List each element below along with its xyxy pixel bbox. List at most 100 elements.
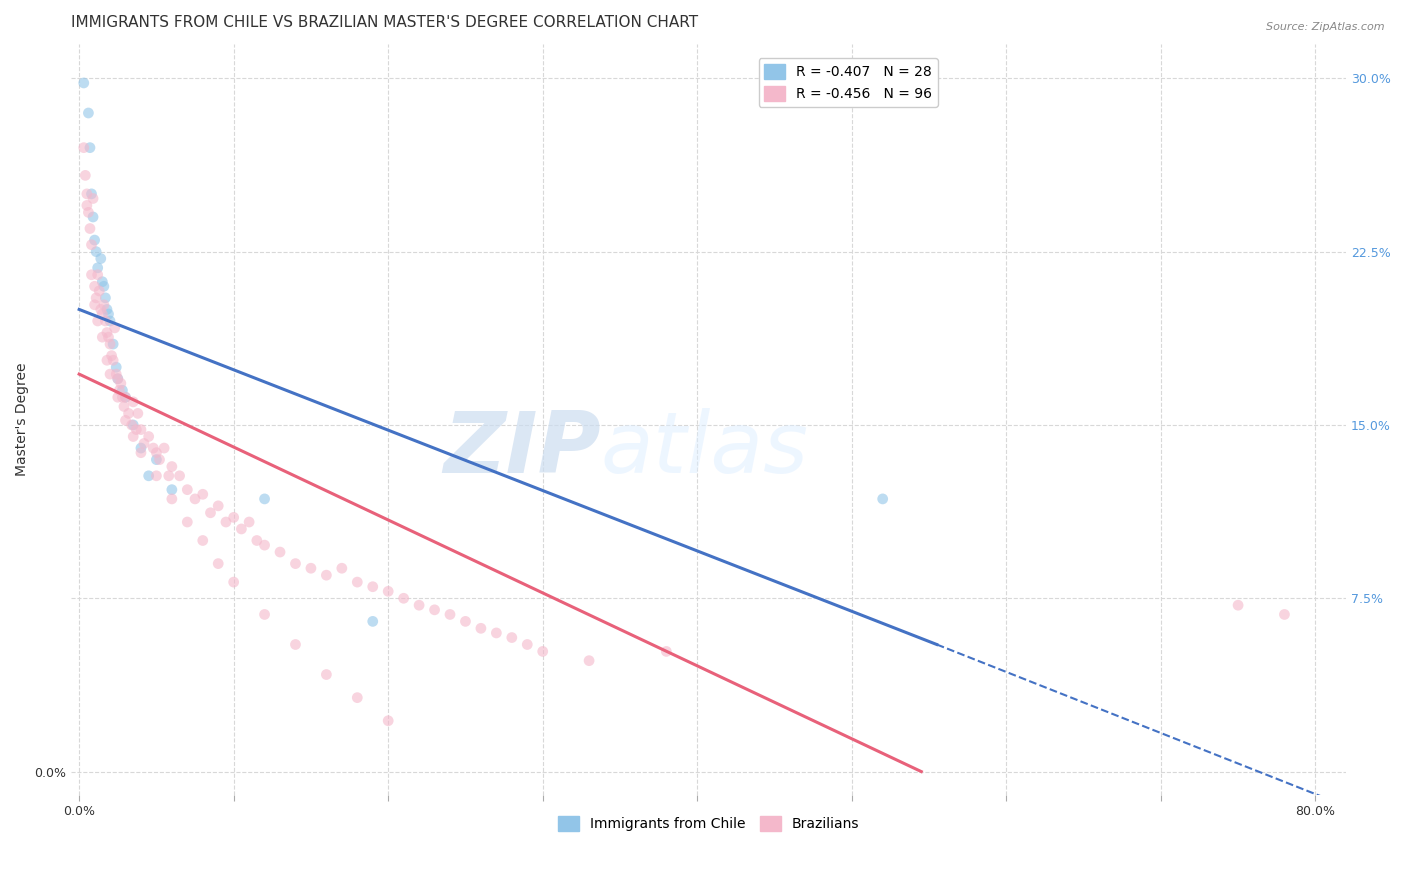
Point bbox=[111, 384, 134, 398]
Point bbox=[86, 314, 108, 328]
Point bbox=[105, 367, 128, 381]
Point bbox=[122, 417, 145, 432]
Point bbox=[104, 321, 127, 335]
Point bbox=[160, 483, 183, 497]
Point bbox=[114, 390, 136, 404]
Point bbox=[253, 538, 276, 552]
Point bbox=[76, 186, 98, 201]
Point bbox=[89, 284, 111, 298]
Point bbox=[105, 360, 128, 375]
Point bbox=[423, 603, 446, 617]
Point bbox=[361, 615, 384, 629]
Point bbox=[132, 436, 155, 450]
Point bbox=[160, 459, 183, 474]
Point bbox=[184, 491, 207, 506]
Point bbox=[454, 615, 477, 629]
Point bbox=[485, 626, 508, 640]
Point bbox=[117, 406, 139, 420]
Point bbox=[110, 376, 132, 391]
Point bbox=[470, 621, 492, 635]
Point bbox=[108, 384, 131, 398]
Point bbox=[101, 337, 124, 351]
Point bbox=[153, 441, 176, 455]
Point bbox=[91, 330, 114, 344]
Point bbox=[112, 400, 135, 414]
Point bbox=[138, 429, 160, 443]
Point bbox=[121, 417, 143, 432]
Point bbox=[246, 533, 269, 548]
Point bbox=[207, 557, 229, 571]
Point bbox=[872, 491, 894, 506]
Point bbox=[73, 141, 96, 155]
Point bbox=[145, 452, 167, 467]
Point bbox=[98, 337, 121, 351]
Point bbox=[86, 268, 108, 282]
Point bbox=[231, 522, 253, 536]
Point bbox=[79, 221, 101, 235]
Point bbox=[80, 268, 103, 282]
Point bbox=[76, 198, 98, 212]
Point bbox=[145, 468, 167, 483]
Point bbox=[392, 591, 415, 606]
Text: ZIP: ZIP bbox=[443, 408, 600, 491]
Point bbox=[80, 237, 103, 252]
Point bbox=[1227, 598, 1250, 612]
Point bbox=[160, 491, 183, 506]
Point bbox=[191, 487, 214, 501]
Point bbox=[330, 561, 353, 575]
Point bbox=[107, 372, 129, 386]
Point bbox=[531, 644, 554, 658]
Point bbox=[176, 483, 198, 497]
Point bbox=[191, 533, 214, 548]
Point bbox=[284, 557, 307, 571]
Point bbox=[157, 468, 180, 483]
Point bbox=[655, 644, 678, 658]
Point bbox=[100, 349, 122, 363]
Point bbox=[98, 367, 121, 381]
Y-axis label: Master's Degree: Master's Degree bbox=[15, 362, 30, 476]
Point bbox=[200, 506, 222, 520]
Text: Source: ZipAtlas.com: Source: ZipAtlas.com bbox=[1267, 22, 1385, 32]
Point bbox=[377, 584, 399, 599]
Point bbox=[90, 252, 112, 266]
Point bbox=[501, 631, 523, 645]
Point bbox=[127, 406, 149, 420]
Point bbox=[77, 106, 100, 120]
Point bbox=[79, 141, 101, 155]
Point bbox=[107, 372, 129, 386]
Text: IMMIGRANTS FROM CHILE VS BRAZILIAN MASTER'S DEGREE CORRELATION CHART: IMMIGRANTS FROM CHILE VS BRAZILIAN MASTE… bbox=[72, 15, 699, 30]
Point bbox=[97, 330, 120, 344]
Point bbox=[269, 545, 291, 559]
Point bbox=[253, 491, 276, 506]
Point bbox=[284, 638, 307, 652]
Point bbox=[75, 169, 97, 183]
Point bbox=[299, 561, 322, 575]
Point bbox=[1274, 607, 1296, 622]
Point bbox=[122, 395, 145, 409]
Point bbox=[142, 441, 165, 455]
Point bbox=[90, 302, 112, 317]
Point bbox=[101, 353, 124, 368]
Point bbox=[361, 580, 384, 594]
Point bbox=[83, 279, 105, 293]
Point bbox=[94, 314, 117, 328]
Point bbox=[83, 298, 105, 312]
Point bbox=[83, 233, 105, 247]
Point bbox=[73, 76, 96, 90]
Point bbox=[114, 413, 136, 427]
Point bbox=[107, 390, 129, 404]
Point bbox=[114, 390, 136, 404]
Point bbox=[82, 192, 104, 206]
Point bbox=[129, 423, 152, 437]
Point bbox=[98, 314, 121, 328]
Point bbox=[145, 446, 167, 460]
Point bbox=[169, 468, 191, 483]
Point bbox=[111, 390, 134, 404]
Point bbox=[125, 423, 148, 437]
Point bbox=[439, 607, 461, 622]
Point bbox=[377, 714, 399, 728]
Point bbox=[84, 244, 107, 259]
Point bbox=[97, 307, 120, 321]
Point bbox=[222, 575, 245, 590]
Point bbox=[91, 275, 114, 289]
